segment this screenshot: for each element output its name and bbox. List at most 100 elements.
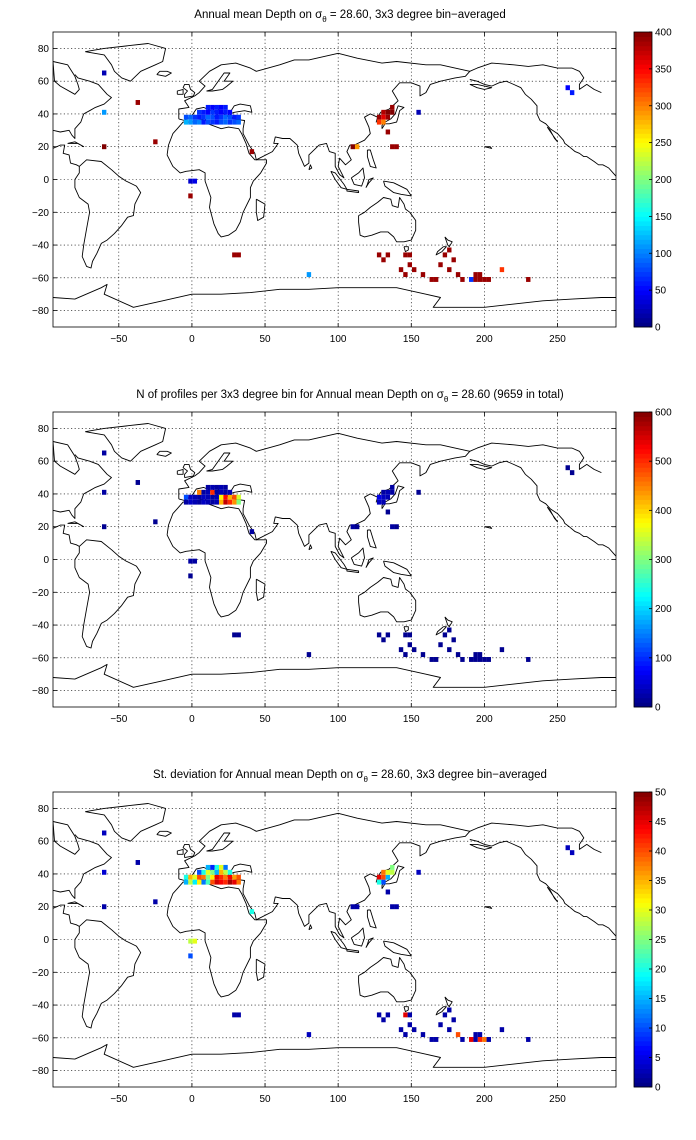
data-cell	[447, 1007, 452, 1013]
data-cell	[486, 277, 491, 282]
data-cell	[236, 119, 241, 125]
data-cell	[201, 499, 206, 505]
colorbar-segment	[634, 994, 652, 1000]
colorbar-segment	[634, 299, 652, 305]
coastline	[53, 1043, 616, 1068]
panel-annual-mean-depth: Annual mean Depth on σθ = 28.60, 3x3 deg…	[0, 0, 696, 380]
colorbar-segment	[634, 193, 652, 199]
colorbar-segment	[634, 874, 652, 880]
coastline	[366, 529, 377, 549]
data-cell	[201, 494, 206, 500]
data-cell	[469, 1037, 474, 1042]
data-cell	[232, 1012, 237, 1018]
coastline	[178, 432, 471, 559]
data-cell	[101, 109, 107, 115]
data-cell	[232, 879, 237, 885]
data-cell	[183, 874, 189, 880]
coastline	[435, 1006, 447, 1016]
colorbar-segment	[634, 421, 652, 427]
y-tick-label: −20	[32, 588, 49, 599]
data-cell	[197, 869, 202, 875]
coastline	[403, 246, 409, 253]
coastline	[444, 616, 453, 628]
colorbar-segment	[634, 568, 652, 574]
data-cell	[210, 874, 215, 880]
colorbar-segment	[634, 810, 652, 816]
coastline	[383, 180, 412, 197]
colorbar-segment	[634, 73, 652, 79]
data-cell	[407, 252, 413, 258]
colorbar-segment	[634, 824, 652, 830]
data-cell	[390, 489, 395, 495]
colorbar-tick-label: 600	[655, 408, 672, 419]
colorbar-segment	[634, 32, 652, 38]
colorbar-segment	[634, 1050, 652, 1056]
data-cell	[482, 1037, 487, 1042]
data-cell	[381, 637, 386, 643]
data-cell	[447, 627, 452, 633]
colorbar: 0 50 100 150 200 250 300 350 400	[633, 28, 672, 334]
data-cell	[385, 489, 391, 495]
chart-title-symbol: σ	[356, 769, 363, 781]
coastline	[67, 901, 85, 908]
coastline	[176, 848, 184, 855]
data-cell	[236, 494, 241, 500]
colorbar-segment	[634, 884, 652, 890]
colorbar-segment	[634, 161, 652, 167]
data-cell	[210, 499, 215, 505]
coastline	[53, 61, 80, 95]
data-cell	[390, 484, 395, 490]
data-cell	[232, 252, 237, 258]
data-cell	[376, 119, 382, 125]
data-cell	[153, 139, 158, 145]
data-cell	[390, 104, 395, 110]
colorbar-segment	[634, 211, 652, 217]
data-cell	[460, 1037, 465, 1042]
colorbar-tick-label: 350	[655, 64, 672, 75]
coastline	[53, 524, 80, 547]
data-cell	[482, 657, 487, 662]
data-cell	[385, 869, 391, 875]
colorbar-tick-label: 50	[655, 286, 667, 297]
data-cell	[385, 874, 391, 880]
data-cell	[473, 657, 478, 662]
colorbar-segment	[634, 1013, 652, 1019]
colorbar-tick-label: 40	[655, 847, 667, 858]
x-tick-label: 0	[189, 1094, 195, 1105]
colorbar-segment	[634, 670, 652, 676]
colorbar-segment	[634, 1063, 652, 1069]
data-cell	[214, 109, 219, 115]
y-tick-label: −40	[32, 1001, 49, 1012]
y-tick-label: 20	[38, 522, 50, 533]
data-cell	[218, 489, 224, 495]
colorbar-segment	[634, 91, 652, 97]
colorbar-segment	[634, 490, 652, 496]
data-cell	[390, 109, 395, 115]
data-cell	[210, 489, 215, 495]
data-cell	[197, 114, 202, 120]
chart-title-text-end: = 28.60, 3x3 degree bin−averaged	[327, 9, 506, 21]
coastline	[469, 843, 493, 850]
colorbar-segment	[634, 554, 652, 560]
colorbar-segment	[634, 248, 652, 254]
data-cell	[210, 109, 215, 115]
colorbar-segment	[634, 587, 652, 593]
coastline	[350, 927, 365, 947]
colorbar-segment	[634, 96, 652, 102]
y-tick-label: 80	[38, 44, 50, 55]
colorbar-segment	[634, 600, 652, 606]
colorbar-segment	[634, 416, 652, 422]
coastline	[53, 904, 80, 927]
colorbar-segment	[634, 907, 652, 913]
colorbar-segment	[634, 1073, 652, 1079]
colorbar-segment	[634, 815, 652, 821]
coastline	[358, 957, 417, 1003]
data-cell	[214, 119, 219, 125]
data-cell	[192, 114, 198, 120]
colorbar-segment	[634, 114, 652, 120]
coastline	[358, 197, 417, 243]
data-cell	[499, 1027, 505, 1033]
data-cell	[350, 144, 355, 150]
colorbar-segment	[634, 257, 652, 263]
data-cell	[227, 489, 233, 495]
